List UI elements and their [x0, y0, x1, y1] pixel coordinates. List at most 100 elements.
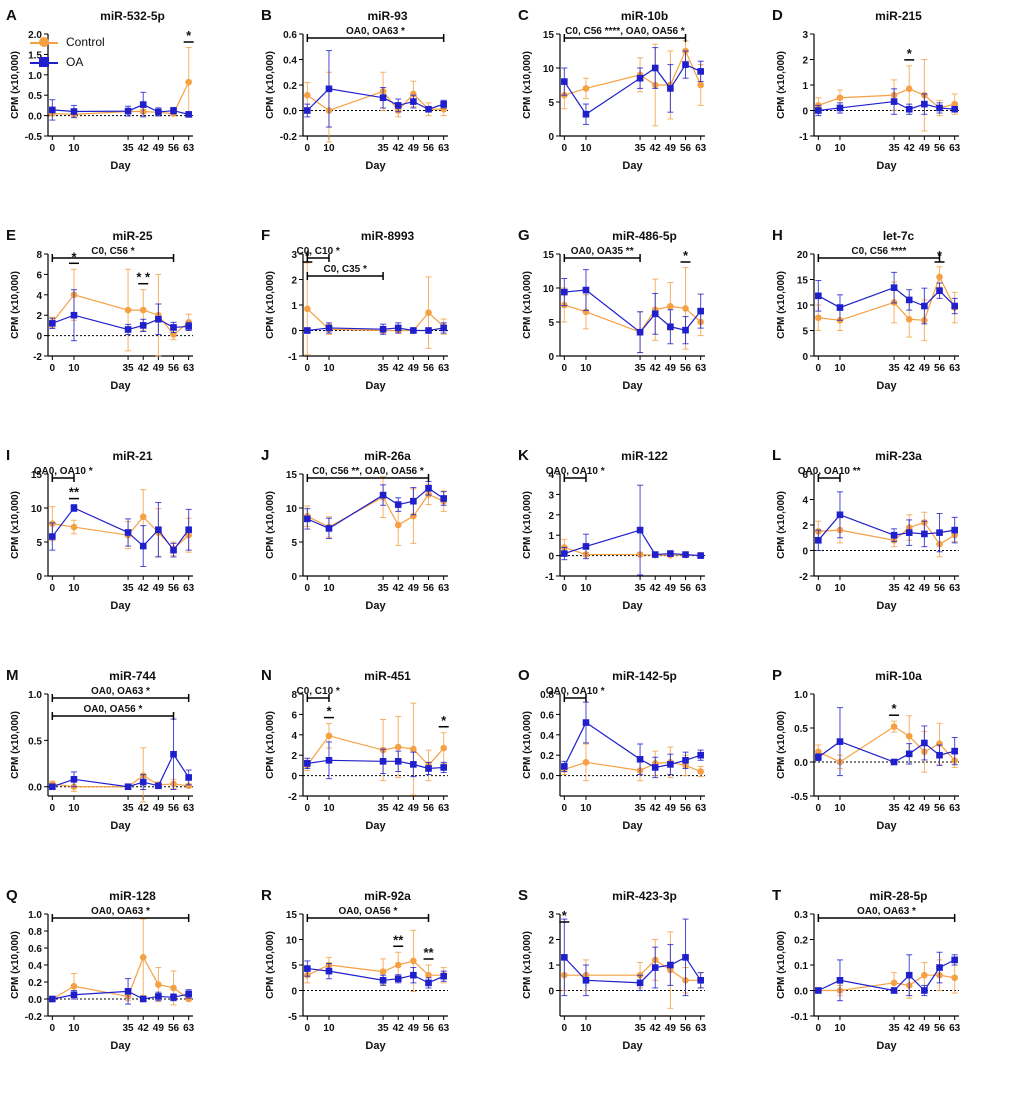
data-point: [325, 757, 333, 764]
y-tick-label: 2: [548, 511, 554, 522]
x-tick-label: 49: [408, 583, 420, 594]
data-point: [836, 94, 844, 102]
data-point: [124, 107, 132, 115]
x-tick-label: 49: [919, 143, 931, 154]
panel-letter: G: [518, 227, 530, 244]
x-tick-label: 49: [153, 143, 165, 154]
data-point: [425, 971, 432, 979]
x-tick-label: 56: [168, 583, 180, 594]
x-axis-label: Day: [622, 380, 643, 392]
significance-star: *: [937, 248, 943, 263]
data-point: [325, 525, 333, 532]
x-tick-label: 63: [695, 363, 707, 374]
data-point: [582, 759, 590, 766]
x-axis-label: Day: [110, 1040, 131, 1052]
y-tick-label: 1.5: [28, 50, 42, 61]
x-tick-label: 10: [580, 143, 592, 154]
x-axis-label: Day: [876, 1040, 897, 1052]
x-tick-label: 63: [183, 803, 195, 814]
y-tick-label: 0: [36, 332, 42, 343]
significance-star: *: [305, 248, 311, 263]
x-tick-label: 0: [562, 1023, 568, 1034]
x-tick-label: 56: [934, 363, 946, 374]
x-tick-label: 42: [138, 583, 150, 594]
data-point: [304, 515, 311, 523]
y-tick-label: 0: [802, 547, 808, 558]
x-tick-label: 63: [695, 143, 707, 154]
panel-title: let-7c: [883, 229, 915, 243]
y-tick-label: 0: [548, 552, 554, 563]
y-tick-label: 10: [543, 284, 555, 295]
panel-title: miR-10b: [621, 9, 668, 23]
data-point: [936, 964, 943, 971]
y-tick-label: -0.1: [791, 1012, 809, 1023]
data-point: [425, 765, 432, 772]
panel-title: miR-744: [109, 669, 156, 683]
y-tick-label: 0.0: [540, 772, 554, 783]
x-tick-label: 49: [665, 803, 677, 814]
data-point: [124, 783, 132, 791]
bracket-label: C0, C10 *: [296, 686, 339, 697]
data-point: [394, 521, 402, 529]
x-tick-label: 56: [934, 803, 946, 814]
series-control: [815, 59, 958, 132]
y-tick-label: 0: [291, 572, 297, 583]
data-point: [651, 551, 659, 558]
data-point: [682, 954, 689, 961]
y-tick-label: 0.0: [28, 112, 42, 123]
panel-title: miR-122: [621, 449, 668, 463]
y-tick-label: 0: [36, 572, 42, 583]
data-point: [425, 105, 432, 113]
data-point: [394, 743, 402, 751]
x-tick-label: 63: [183, 583, 195, 594]
series-oa: [49, 289, 192, 342]
x-tick-label: 35: [889, 363, 901, 374]
y-tick-label: 0.5: [28, 736, 42, 747]
x-tick-label: 35: [378, 143, 390, 154]
data-point: [951, 747, 958, 755]
x-tick-label: 49: [408, 803, 420, 814]
series-control: [815, 266, 958, 342]
x-tick-label: 63: [949, 363, 961, 374]
y-tick-label: 5: [802, 327, 808, 338]
x-tick-label: 63: [949, 803, 961, 814]
data-point: [185, 995, 192, 1003]
y-tick-label: 1.0: [794, 690, 808, 701]
data-point: [139, 306, 147, 314]
data-point: [49, 783, 56, 791]
x-axis-label: Day: [876, 820, 897, 832]
y-tick-label: -2: [288, 792, 297, 803]
data-point: [170, 750, 177, 758]
data-point: [697, 68, 704, 75]
x-tick-label: 35: [378, 583, 390, 594]
x-tick-label: 0: [816, 143, 822, 154]
x-tick-label: 35: [635, 363, 647, 374]
x-tick-label: 42: [904, 143, 916, 154]
y-tick-label: 0.8: [28, 927, 42, 938]
data-point: [936, 751, 943, 759]
data-point: [936, 287, 943, 295]
bracket-label: OA0, OA63 *: [346, 26, 405, 37]
data-point: [304, 760, 311, 767]
x-tick-label: 49: [153, 803, 165, 814]
panel-letter: B: [261, 7, 272, 24]
data-point: [394, 102, 402, 109]
data-point: [682, 757, 689, 764]
panel-title: miR-215: [875, 9, 922, 23]
x-tick-label: 10: [834, 143, 846, 154]
significance-star: *: [562, 908, 568, 923]
significance-star: *: [441, 713, 447, 728]
x-tick-label: 49: [919, 1023, 931, 1034]
data-point: [304, 107, 311, 114]
x-tick-label: 49: [665, 1023, 677, 1034]
y-tick-label: 1: [291, 301, 297, 312]
y-tick-label: -1: [799, 132, 808, 143]
x-tick-label: 42: [393, 143, 405, 154]
series-control: [561, 931, 704, 1009]
x-tick-label: 0: [50, 363, 56, 374]
bracket-label: C0, C56 *: [91, 246, 134, 257]
x-tick-label: 56: [680, 363, 692, 374]
